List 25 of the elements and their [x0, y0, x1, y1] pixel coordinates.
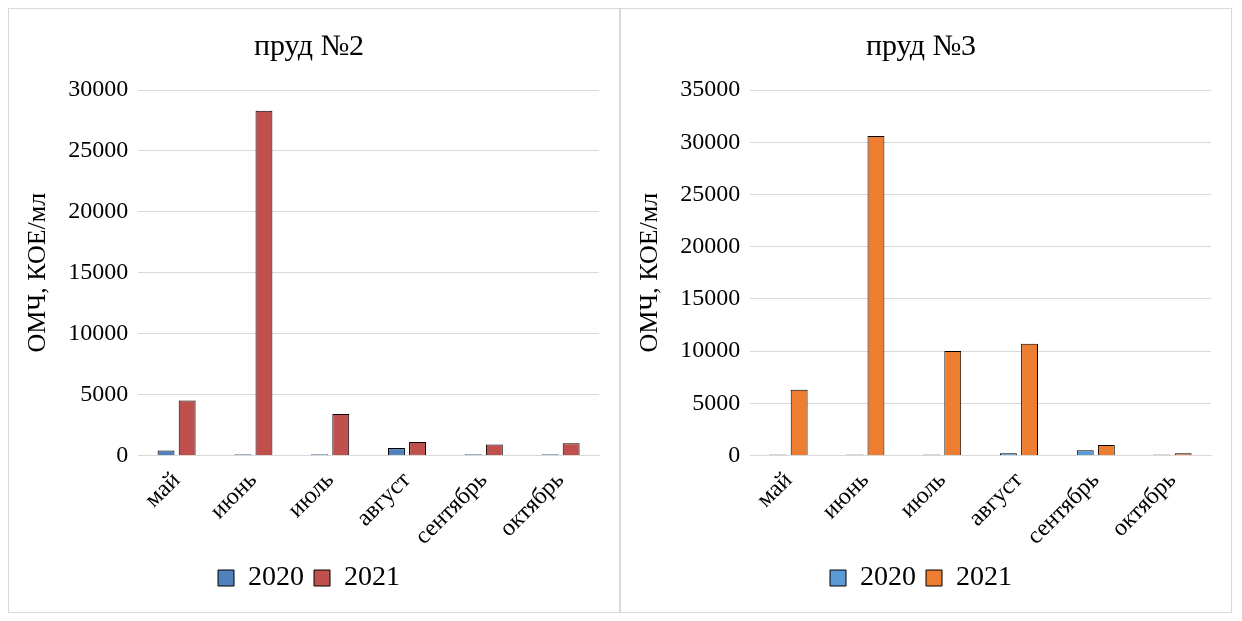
- legend-label: 2020: [860, 560, 916, 592]
- y-tick-label: 5000: [80, 379, 129, 406]
- y-tick-label: 5000: [692, 388, 741, 415]
- y-tick-label: 25000: [680, 179, 741, 206]
- legend-label: 2021: [344, 560, 400, 592]
- legend-label: 2020: [248, 560, 304, 592]
- y-tick-label: 20000: [680, 231, 741, 258]
- y-tick-label: 25000: [68, 136, 129, 163]
- y-tick-label: 10000: [68, 318, 129, 345]
- y-tick-label: 10000: [680, 336, 741, 363]
- x-tick-label: май: [750, 466, 797, 512]
- y-tick-label: 15000: [680, 284, 741, 311]
- chart-title: пруд №3: [865, 27, 977, 61]
- legend-label: 2021: [956, 560, 1012, 592]
- chart-title: пруд №2: [253, 27, 365, 61]
- y-axis-title: ОМЧ, КОЕ/мл: [634, 192, 664, 353]
- y-tick-label: 15000: [68, 258, 129, 285]
- y-axis-title: ОМЧ, КОЕ/мл: [22, 192, 52, 353]
- y-tick-label: 20000: [68, 197, 129, 224]
- y-tick-label: 0: [728, 440, 741, 467]
- y-tick-label: 30000: [68, 75, 129, 102]
- x-tick-label: май: [138, 466, 185, 512]
- y-tick-label: 0: [116, 440, 129, 467]
- y-tick-label: 35000: [680, 75, 741, 102]
- y-tick-label: 30000: [680, 127, 741, 154]
